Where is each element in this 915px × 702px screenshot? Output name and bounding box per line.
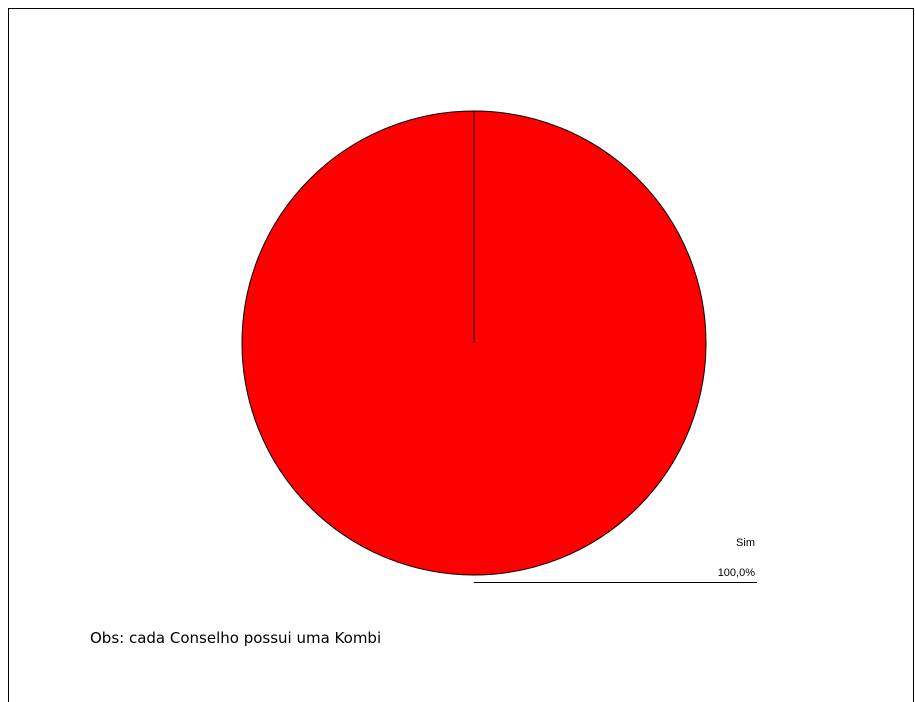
chart-note: Obs: cada Conselho possui uma Kombi: [90, 629, 382, 647]
pie: [241, 110, 707, 576]
chart-frame: [8, 8, 914, 702]
slice-percent-sim: 100,0%: [718, 567, 756, 579]
slice-label-sim: Sim: [736, 537, 755, 549]
pie-labels: Sim 100,0%: [474, 537, 757, 583]
